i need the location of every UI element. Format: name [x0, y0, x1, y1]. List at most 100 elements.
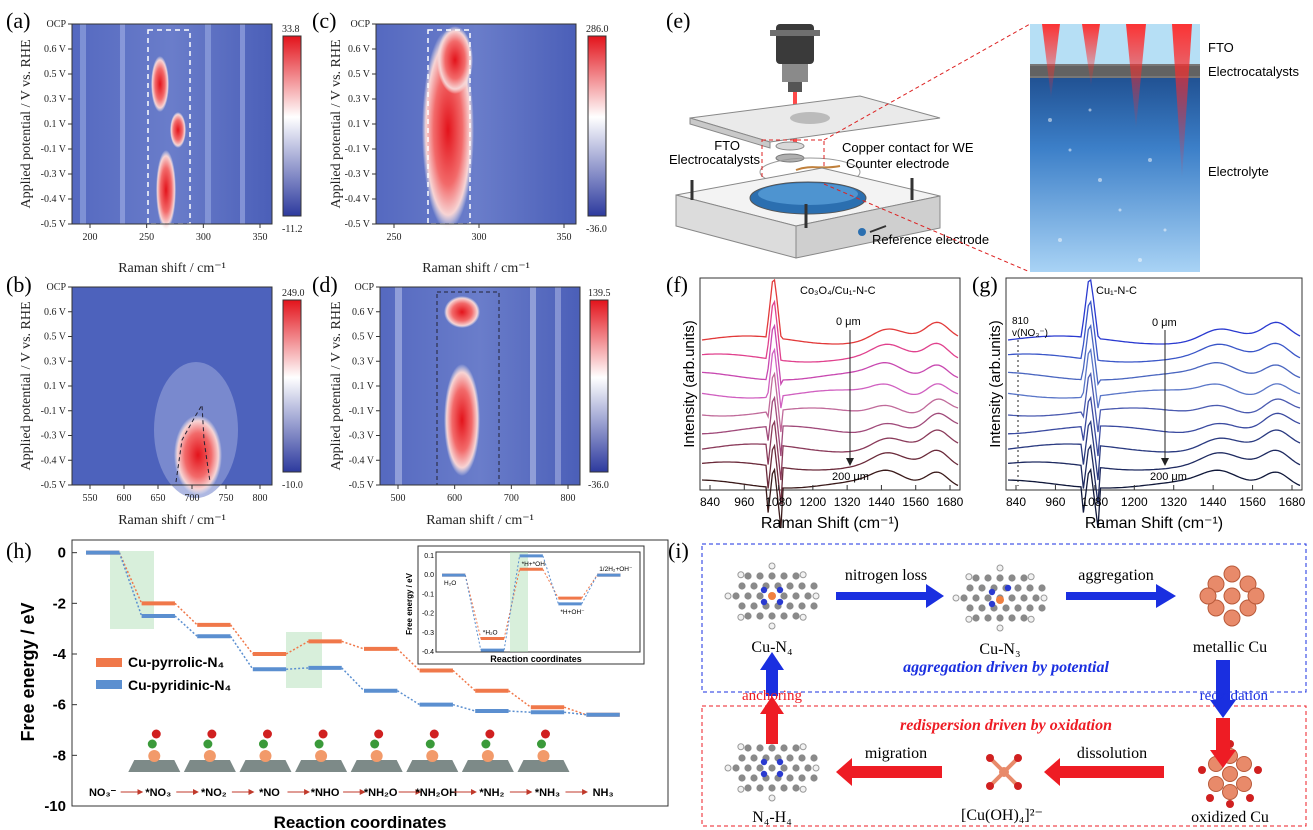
panel-f: (f) Co₃O₄/Cu₁-N-C 0 μm 200 μm Intensity … — [666, 272, 964, 532]
panel-b-label: (b) — [6, 272, 32, 297]
panel-g-xlabel: Raman Shift (cm⁻¹) — [1085, 515, 1223, 532]
y-tick-label: -6 — [53, 697, 66, 714]
spectrum-line — [1007, 347, 1301, 409]
panel-f-top-depth: 0 μm — [836, 316, 861, 328]
panel-c-hotspot — [437, 26, 473, 94]
x-tick-label: 700 — [185, 493, 200, 504]
carbon-atom — [756, 744, 764, 752]
panel-h: (h) 0 -2 -4 -6 -8 -10 Free energy / eV Cu-pyr… — [6, 538, 669, 830]
hydrogen-atom — [737, 571, 745, 579]
cu-atom — [768, 592, 776, 600]
label-electrocatalysts-right: Electrocatalysts — [1208, 64, 1300, 79]
panel-a-xticks: 200 250 300 350 — [83, 224, 268, 243]
carbon-atom — [768, 764, 776, 772]
catalyst-surface — [183, 760, 236, 772]
n-atom — [147, 739, 157, 749]
x-tick-label: 1560 — [902, 495, 929, 509]
y-tick-label: OCP — [355, 282, 375, 293]
x-tick-label: 750 — [219, 493, 234, 504]
cu-atom — [1199, 587, 1217, 605]
o-atom — [374, 729, 384, 739]
panel-a: (a) Applied potential / V vs. RHE Raman … — [6, 8, 302, 276]
n-atom — [760, 586, 768, 594]
panel-g-label: (g) — [972, 272, 998, 297]
y-tick-label: -0.5 V — [345, 219, 371, 230]
label-n4h4: N₄-H₄ — [752, 809, 792, 826]
n-atom — [988, 588, 996, 596]
n-atom — [314, 739, 324, 749]
panel-i-label: (i) — [668, 538, 689, 563]
y-tick-label: -0.4 V — [41, 455, 67, 466]
panel-d-hotspot — [444, 364, 480, 476]
y-tick-label: -0.1 V — [349, 406, 375, 417]
spectrum-line — [1007, 443, 1301, 505]
label-counter-electrode: Counter electrode — [846, 156, 949, 171]
n-atom — [1004, 584, 1012, 592]
cu-atom — [1247, 587, 1265, 605]
label-electrocatalysts-left: Electrocatalysts — [669, 152, 761, 167]
step-label: *NH₂OH — [415, 787, 457, 799]
inset-state-label: H₂O — [444, 580, 456, 587]
panel-f-ylabel: Intensity (arb.units) — [681, 320, 698, 448]
panel-b-yticks: OCP 0.6 V 0.5 V 0.3 V 0.1 V -0.1 V -0.3 V -0.4 … — [41, 282, 72, 491]
label-metallic-cu: metallic Cu — [1193, 639, 1267, 656]
panel-i: (i) nitrogen loss aggregation Cu-N₄ Cu-N… — [668, 538, 1307, 827]
o-atom — [207, 729, 217, 739]
energy-connector — [508, 710, 531, 714]
y-tick-label: -0.1 V — [41, 144, 67, 155]
carbon-atom — [792, 784, 800, 792]
panel-h-xlabel: Reaction coordinates — [274, 813, 447, 830]
cu-atom — [1207, 575, 1225, 593]
panel-f-label: (f) — [666, 272, 688, 297]
carbon-atom — [792, 744, 800, 752]
y-tick-label: -0.1 V — [41, 406, 67, 417]
carbon-atom — [1002, 604, 1010, 612]
o-atom — [262, 729, 272, 739]
y-tick-label: OCP — [47, 19, 67, 30]
carbon-atom — [804, 764, 812, 772]
carbon-atom — [780, 764, 788, 772]
panel-a-hotspot — [151, 56, 169, 112]
n-atom — [258, 739, 268, 749]
spectrum-line — [1007, 467, 1301, 529]
panel-d-hotspot — [444, 296, 480, 328]
carbon-atom — [1008, 614, 1016, 622]
panel-a-cbar-max: 33.8 — [282, 24, 300, 35]
y-tick-label: -10 — [44, 798, 66, 815]
n-atom — [481, 739, 491, 749]
carbon-atom — [750, 582, 758, 590]
energy-connector — [174, 602, 198, 626]
carbon-atom — [996, 574, 1004, 582]
carbon-atom — [750, 774, 758, 782]
n-atom — [425, 739, 435, 749]
y-tick-label: 0.6 V — [348, 44, 371, 55]
y-tick-label: -0.1 V — [345, 144, 371, 155]
y-tick-label: 0.1 V — [348, 119, 371, 130]
catalyst-surface — [461, 760, 514, 772]
o-atom — [1254, 766, 1262, 774]
carbon-atom — [780, 572, 788, 580]
x-tick-label: 500 — [391, 493, 406, 504]
energy-connector — [452, 703, 476, 712]
carbon-atom — [1014, 604, 1022, 612]
energy-connector — [396, 648, 421, 672]
n-atom — [760, 598, 768, 606]
carbon-atom — [792, 764, 800, 772]
label-cuoh4: [Cu(OH)₄]²⁻ — [961, 807, 1043, 824]
cu-atom — [1222, 784, 1238, 800]
x-tick-label: 1440 — [1200, 495, 1227, 509]
cu-atom — [1207, 599, 1225, 617]
panel-a-cbar-min: -11.2 — [282, 224, 302, 235]
y-tick-label: 0.5 V — [44, 69, 67, 80]
carbon-atom — [1026, 584, 1034, 592]
energy-connector — [452, 669, 476, 692]
panel-c-xticks: 250 300 350 — [387, 224, 572, 243]
panel-b-cbar-min: -10.0 — [282, 480, 303, 491]
y-tick-label: 0.1 V — [352, 381, 375, 392]
cu-atom — [481, 750, 494, 762]
panel-d-ylabel: Applied potential / V vs. RHE — [329, 301, 344, 470]
carbon-atom — [798, 582, 806, 590]
x-tick-label: 1200 — [800, 495, 827, 509]
spectrum-line — [1007, 371, 1301, 433]
y-tick-label: -0.5 V — [349, 480, 375, 491]
